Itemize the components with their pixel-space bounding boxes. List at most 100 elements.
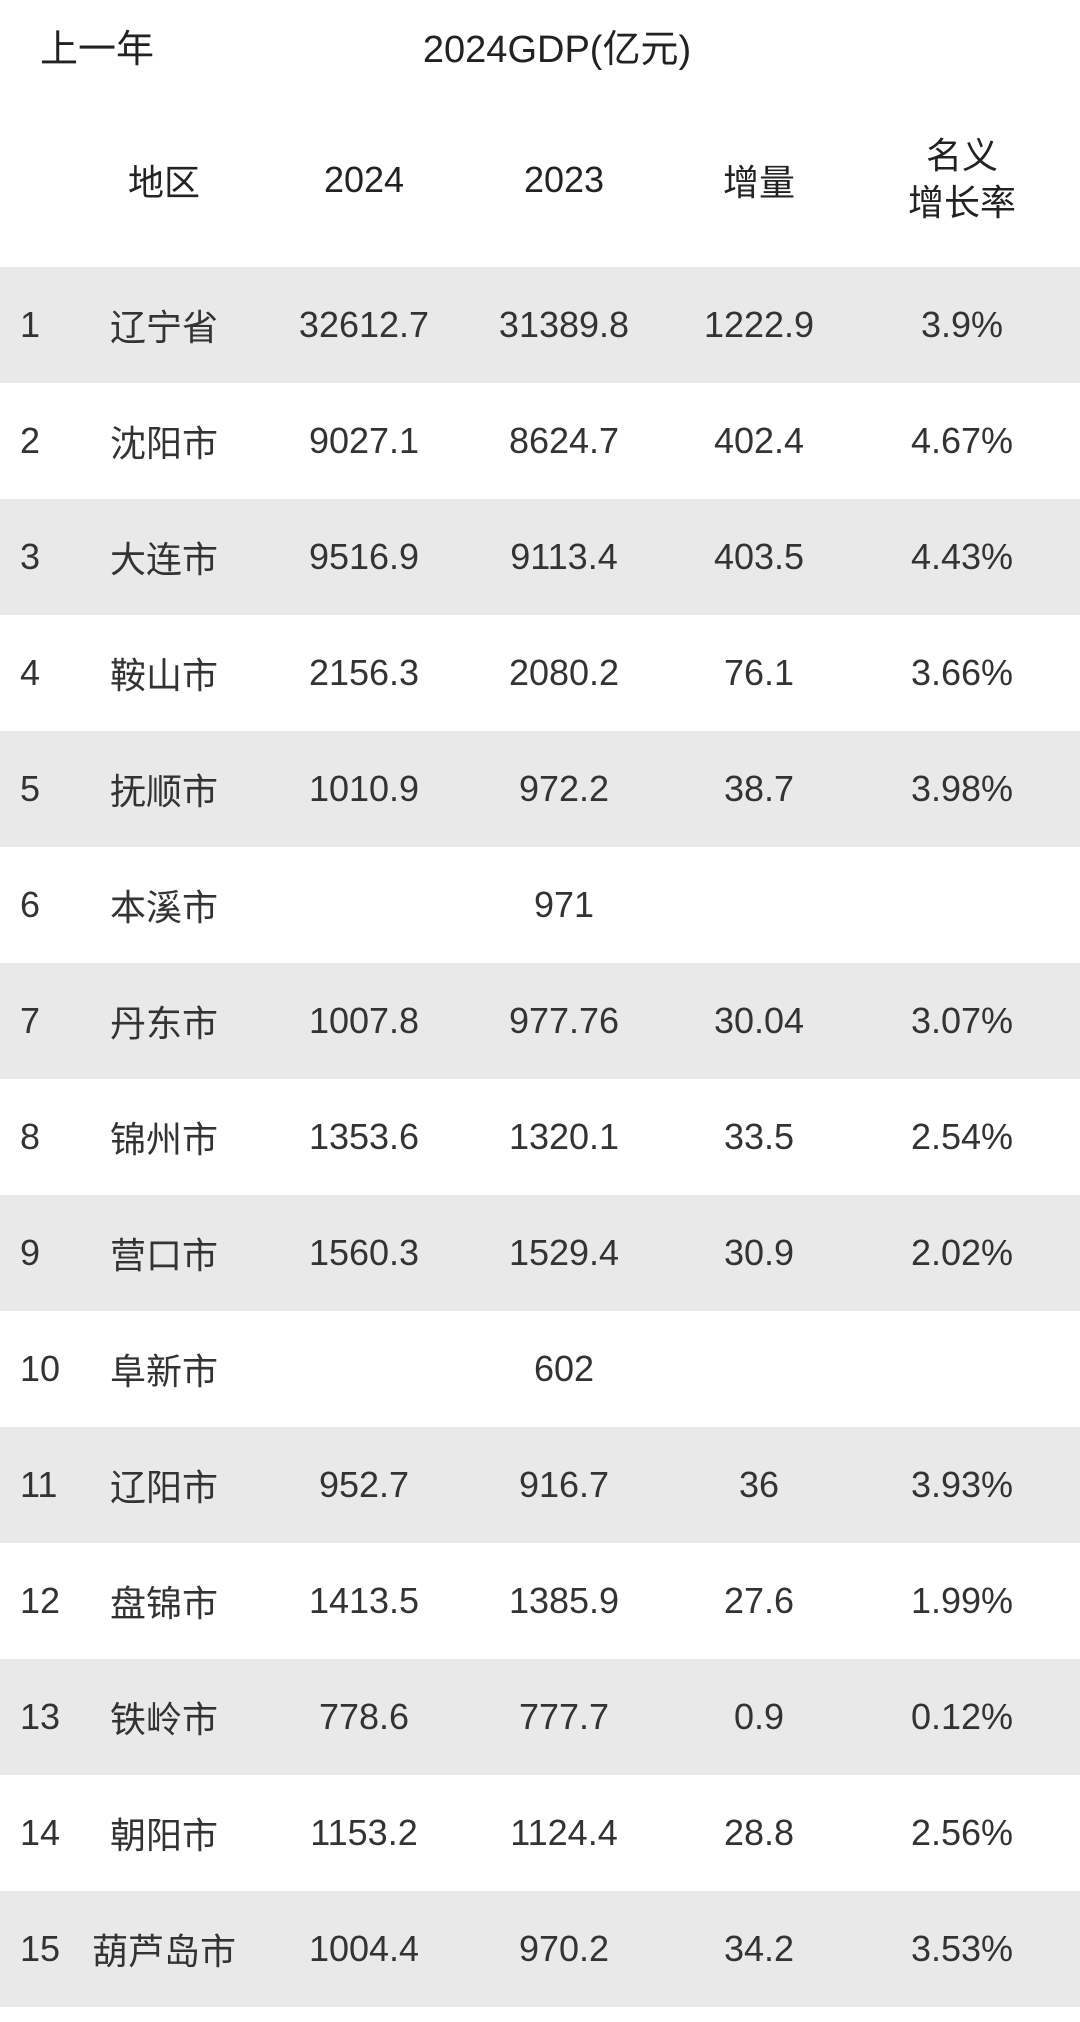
cell-idx: 10 bbox=[0, 1348, 64, 1390]
cell-region: 大连市 bbox=[64, 531, 264, 583]
cell-region: 鞍山市 bbox=[64, 647, 264, 699]
cell-idx: 5 bbox=[0, 768, 64, 810]
table-row: 3大连市9516.99113.4403.54.43% bbox=[0, 499, 1080, 615]
cell-idx: 12 bbox=[0, 1580, 64, 1622]
cell-growth: 2.56% bbox=[854, 1812, 1080, 1854]
cell-region: 沈阳市 bbox=[64, 415, 264, 467]
col-header-2024: 2024 bbox=[264, 159, 464, 201]
cell-idx: 15 bbox=[0, 1928, 64, 1970]
cell-2024: 1004.4 bbox=[264, 1928, 464, 1970]
cell-2024: 778.6 bbox=[264, 1696, 464, 1738]
cell-idx: 9 bbox=[0, 1232, 64, 1274]
cell-idx: 14 bbox=[0, 1812, 64, 1854]
table-body: 1辽宁省32612.731389.81222.93.9%2沈阳市9027.186… bbox=[0, 267, 1080, 2007]
cell-2023: 1529.4 bbox=[464, 1232, 664, 1274]
table-row: 2沈阳市9027.18624.7402.44.67% bbox=[0, 383, 1080, 499]
cell-growth: 3.66% bbox=[854, 652, 1080, 694]
cell-increment: 0.9 bbox=[664, 1696, 854, 1738]
cell-2023: 1320.1 bbox=[464, 1116, 664, 1158]
cell-idx: 3 bbox=[0, 536, 64, 578]
cell-increment: 76.1 bbox=[664, 652, 854, 694]
table-row: 1辽宁省32612.731389.81222.93.9% bbox=[0, 267, 1080, 383]
cell-growth: 3.07% bbox=[854, 1000, 1080, 1042]
cell-2023: 602 bbox=[464, 1348, 664, 1390]
cell-2024: 9027.1 bbox=[264, 420, 464, 462]
cell-region: 葫芦岛市 bbox=[64, 1923, 264, 1975]
cell-growth: 3.93% bbox=[854, 1464, 1080, 1506]
cell-increment: 34.2 bbox=[664, 1928, 854, 1970]
col-header-2023: 2023 bbox=[464, 159, 664, 201]
cell-increment: 27.6 bbox=[664, 1580, 854, 1622]
title-bar: 上一年 2024GDP(亿元) bbox=[0, 0, 1080, 103]
cell-growth: 3.9% bbox=[854, 304, 1080, 346]
cell-increment: 30.9 bbox=[664, 1232, 854, 1274]
cell-idx: 4 bbox=[0, 652, 64, 694]
cell-increment: 403.5 bbox=[664, 536, 854, 578]
cell-2024: 9516.9 bbox=[264, 536, 464, 578]
cell-2023: 1124.4 bbox=[464, 1812, 664, 1854]
table-row: 5抚顺市1010.9972.238.73.98% bbox=[0, 731, 1080, 847]
cell-idx: 7 bbox=[0, 1000, 64, 1042]
cell-growth: 3.98% bbox=[854, 768, 1080, 810]
table-row: 10阜新市 602 bbox=[0, 1311, 1080, 1427]
cell-region: 朝阳市 bbox=[64, 1807, 264, 1859]
cell-2024: 1560.3 bbox=[264, 1232, 464, 1274]
cell-idx: 6 bbox=[0, 884, 64, 926]
cell-2024: 2156.3 bbox=[264, 652, 464, 694]
cell-region: 本溪市 bbox=[64, 879, 264, 931]
cell-increment: 33.5 bbox=[664, 1116, 854, 1158]
cell-region: 锦州市 bbox=[64, 1111, 264, 1163]
cell-2024: 1010.9 bbox=[264, 768, 464, 810]
table-row: 13铁岭市778.6777.70.90.12% bbox=[0, 1659, 1080, 1775]
page-title: 2024GDP(亿元) bbox=[154, 18, 1060, 73]
table-row: 15葫芦岛市1004.4970.234.23.53% bbox=[0, 1891, 1080, 2007]
table-row: 7丹东市1007.8977.7630.043.07% bbox=[0, 963, 1080, 1079]
cell-2023: 8624.7 bbox=[464, 420, 664, 462]
cell-idx: 8 bbox=[0, 1116, 64, 1158]
cell-region: 阜新市 bbox=[64, 1343, 264, 1395]
cell-increment: 1222.9 bbox=[664, 304, 854, 346]
cell-2024: 952.7 bbox=[264, 1464, 464, 1506]
col-header-increment: 增量 bbox=[664, 154, 854, 206]
cell-2023: 31389.8 bbox=[464, 304, 664, 346]
cell-region: 盘锦市 bbox=[64, 1575, 264, 1627]
cell-region: 辽宁省 bbox=[64, 299, 264, 351]
cell-region: 营口市 bbox=[64, 1227, 264, 1279]
table-row: 14朝阳市1153.21124.428.82.56% bbox=[0, 1775, 1080, 1891]
cell-increment: 30.04 bbox=[664, 1000, 854, 1042]
cell-growth: 4.67% bbox=[854, 420, 1080, 462]
cell-increment: 38.7 bbox=[664, 768, 854, 810]
table-row: 9营口市1560.31529.430.92.02% bbox=[0, 1195, 1080, 1311]
cell-2024: 1007.8 bbox=[264, 1000, 464, 1042]
cell-idx: 11 bbox=[0, 1464, 64, 1506]
cell-2023: 9113.4 bbox=[464, 536, 664, 578]
table-row: 11辽阳市952.7916.7363.93% bbox=[0, 1427, 1080, 1543]
cell-region: 丹东市 bbox=[64, 995, 264, 1047]
cell-growth: 1.99% bbox=[854, 1580, 1080, 1622]
prev-year-label[interactable]: 上一年 bbox=[40, 18, 154, 73]
table-header: 地区 2024 2023 增量 名义 增长率 bbox=[0, 103, 1080, 267]
col-header-growth: 名义 增长率 bbox=[854, 133, 1080, 227]
cell-2024: 1413.5 bbox=[264, 1580, 464, 1622]
cell-2023: 916.7 bbox=[464, 1464, 664, 1506]
cell-growth: 3.53% bbox=[854, 1928, 1080, 1970]
cell-2023: 777.7 bbox=[464, 1696, 664, 1738]
cell-growth: 4.43% bbox=[854, 536, 1080, 578]
cell-growth: 2.02% bbox=[854, 1232, 1080, 1274]
cell-increment: 28.8 bbox=[664, 1812, 854, 1854]
cell-idx: 1 bbox=[0, 304, 64, 346]
cell-2023: 977.76 bbox=[464, 1000, 664, 1042]
cell-2023: 971 bbox=[464, 884, 664, 926]
cell-idx: 13 bbox=[0, 1696, 64, 1738]
cell-idx: 2 bbox=[0, 420, 64, 462]
cell-2023: 972.2 bbox=[464, 768, 664, 810]
cell-2023: 970.2 bbox=[464, 1928, 664, 1970]
cell-region: 抚顺市 bbox=[64, 763, 264, 815]
cell-growth: 0.12% bbox=[854, 1696, 1080, 1738]
table-row: 12盘锦市1413.51385.927.61.99% bbox=[0, 1543, 1080, 1659]
cell-2023: 1385.9 bbox=[464, 1580, 664, 1622]
cell-increment: 36 bbox=[664, 1464, 854, 1506]
table-row: 8锦州市1353.61320.133.52.54% bbox=[0, 1079, 1080, 1195]
cell-2024: 1153.2 bbox=[264, 1812, 464, 1854]
cell-2024: 32612.7 bbox=[264, 304, 464, 346]
